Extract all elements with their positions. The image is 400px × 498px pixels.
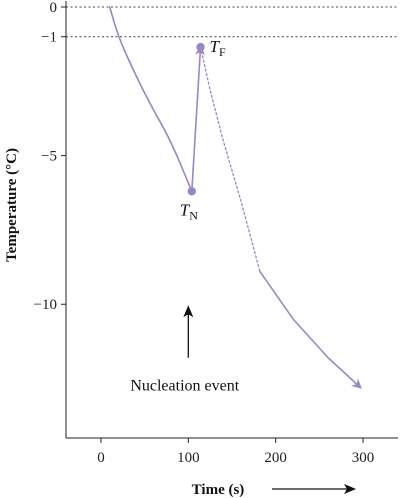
data-points: TN TF (180, 37, 226, 222)
y-tick-label: −5 (41, 149, 57, 165)
annotation-layer: Nucleation event (130, 305, 356, 494)
y-tick-label: −10 (34, 297, 57, 313)
reference-lines (66, 6, 398, 38)
x-tick-label: 300 (352, 450, 375, 466)
x-tick-label: 100 (177, 450, 200, 466)
series-line-4 (259, 270, 362, 389)
x-tick-label: 0 (97, 450, 105, 466)
series-line-1 (108, 6, 193, 193)
point-marker-n (187, 187, 197, 196)
series-line-2 (191, 45, 206, 193)
nucleation-event-label: Nucleation event (130, 377, 239, 394)
x-tick-label: 200 (264, 450, 287, 466)
series-line-3 (199, 46, 261, 273)
point-label-f: TF (210, 37, 226, 59)
axes: 0 −1 −5 −10 0 100 200 300 (34, 0, 398, 466)
series-layer (108, 6, 362, 389)
point-marker-f (196, 42, 205, 52)
point-label-n: TN (180, 200, 198, 222)
y-tick-label: −1 (41, 30, 57, 46)
x-axis-title: Time (s) (192, 482, 245, 498)
y-axis-title: Temperature (°C) (4, 148, 20, 262)
y-tick-label: 0 (50, 0, 58, 16)
